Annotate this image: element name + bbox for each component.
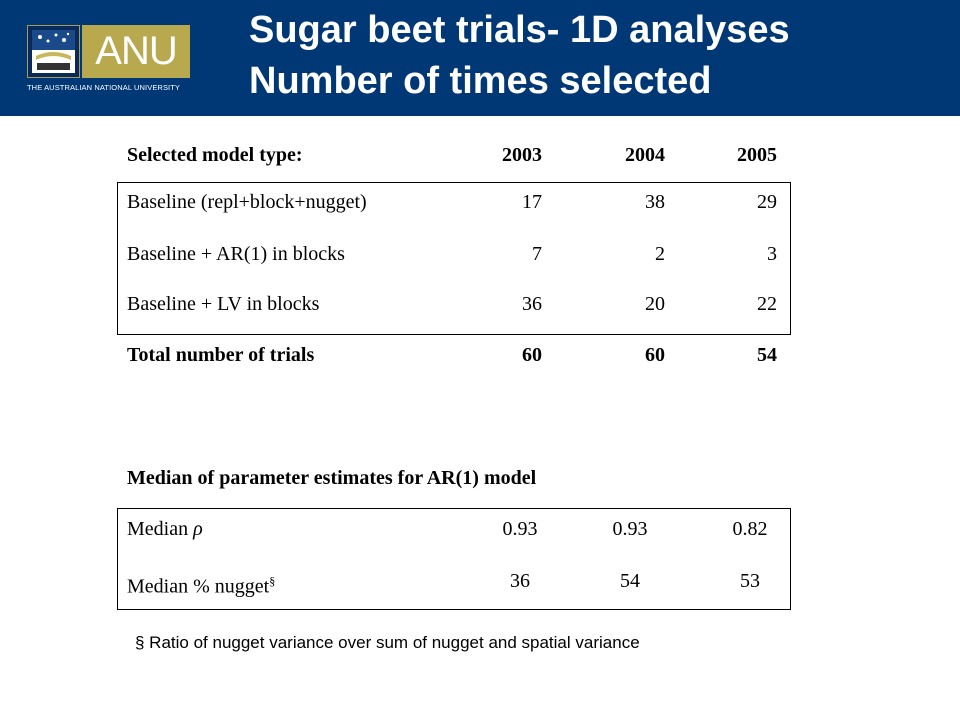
table-cell: 17 xyxy=(522,191,542,213)
table-cell: 0.93 xyxy=(502,518,538,540)
table-row: Baseline + AR(1) in blocks xyxy=(127,243,345,265)
table1-total-2004: 60 xyxy=(645,344,665,366)
table-cell: 22 xyxy=(757,293,777,315)
table2-box xyxy=(117,508,791,610)
table-cell: 36 xyxy=(522,293,542,315)
table1-total-2005: 54 xyxy=(757,344,777,366)
anu-wordmark-text: ANU xyxy=(95,29,177,73)
table1-total-label: Total number of trials xyxy=(127,344,315,366)
table-cell: 0.82 xyxy=(732,518,768,540)
university-name: THE AUSTRALIAN NATIONAL UNIVERSITY xyxy=(27,83,181,92)
table-cell: 3 xyxy=(767,243,777,265)
table-row: Median ρ xyxy=(127,517,203,541)
table-cell: 36 xyxy=(510,570,530,592)
section-superscript: § xyxy=(269,574,276,588)
table1-header-2003: 2003 xyxy=(502,144,542,166)
table1-total-2003: 60 xyxy=(522,344,542,366)
header-banner: ANU THE AUSTRALIAN NATIONAL UNIVERSITY S… xyxy=(0,0,960,116)
table-cell: 38 xyxy=(645,191,665,213)
table2-title: Median of parameter estimates for AR(1) … xyxy=(127,467,537,489)
table1-header-label: Selected model type: xyxy=(127,144,303,166)
slide-title-line2: Number of times selected xyxy=(249,60,712,102)
table-cell: 54 xyxy=(620,570,640,592)
table-cell: 0.93 xyxy=(612,518,648,540)
anu-logo: ANU THE AUSTRALIAN NATIONAL UNIVERSITY xyxy=(27,25,190,97)
median-nugget-label: Median % nugget xyxy=(127,575,270,598)
table-row: Baseline + LV in blocks xyxy=(127,293,320,315)
footnote: § Ratio of nugget variance over sum of n… xyxy=(135,633,640,652)
table-row: Median % nugget§ xyxy=(127,569,275,599)
median-rho-label: Median xyxy=(127,518,194,540)
table-cell: 29 xyxy=(757,191,777,213)
table1-box xyxy=(117,182,791,335)
table-cell: 2 xyxy=(655,243,665,265)
slide-title-line1: Sugar beet trials- 1D analyses xyxy=(249,9,790,51)
table1-header-2004: 2004 xyxy=(625,144,665,166)
anu-wordmark: ANU xyxy=(82,25,190,78)
table-row: Baseline (repl+block+nugget) xyxy=(127,191,367,213)
table-cell: 20 xyxy=(645,293,665,315)
rho-symbol: ρ xyxy=(193,518,203,540)
table-cell: 53 xyxy=(740,570,760,592)
crest-icon xyxy=(27,25,80,78)
table1-header-2005: 2005 xyxy=(737,144,777,166)
table-cell: 7 xyxy=(532,243,542,265)
